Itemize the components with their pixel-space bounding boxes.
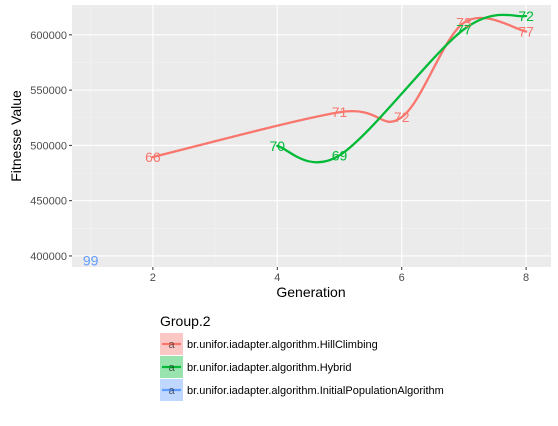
point-label: 77 <box>518 24 534 40</box>
series-lines <box>151 13 528 164</box>
legend-item: a br.unifor.iadapter.algorithm.Hybrid <box>160 356 351 378</box>
y-tick-label: 400000 <box>30 251 67 263</box>
x-axis: 2 4 6 8 <box>150 267 529 284</box>
point-label: 72 <box>518 8 534 24</box>
point-label: 72 <box>394 109 410 125</box>
point-label: 99 <box>83 252 99 268</box>
legend-item: a br.unifor.iadapter.algorithm.HillClimbi… <box>160 333 378 355</box>
y-axis-title: Fitnesse Value <box>8 90 24 182</box>
series-line-1 <box>151 16 528 159</box>
legend-items: a br.unifor.iadapter.algorithm.HillClimbi… <box>160 333 444 401</box>
y-tick-label: 550000 <box>30 85 67 97</box>
y-tick-label: 500000 <box>30 140 67 152</box>
legend: Group.2 a br.unifor.iadapter.algorithm.Hi… <box>160 313 444 401</box>
plot-panel <box>72 5 551 267</box>
point-label: 66 <box>145 149 161 165</box>
point-label: 73 <box>456 15 472 31</box>
legend-label: br.unifor.iadapter.algorithm.InitialPopu… <box>187 385 444 397</box>
legend-label: br.unifor.iadapter.algorithm.Hybrid <box>187 362 351 374</box>
y-axis: 400000 450000 500000 550000 600000 <box>30 30 72 263</box>
legend-key-glyph: a <box>168 339 175 351</box>
point-label: 71 <box>332 104 348 120</box>
legend-key-glyph: a <box>168 362 175 374</box>
legend-key-glyph: a <box>168 385 175 397</box>
x-tick-label: 6 <box>399 272 405 284</box>
point-label: 77 <box>456 21 472 37</box>
point-label: 70 <box>269 138 285 154</box>
grid-major <box>72 5 551 267</box>
legend-label: br.unifor.iadapter.algorithm.HillClimbin… <box>187 339 378 351</box>
x-axis-title: Generation <box>276 284 345 300</box>
y-tick-label: 600000 <box>30 30 67 42</box>
legend-item: a br.unifor.iadapter.algorithm.InitialPop… <box>160 379 444 401</box>
series-line-2 <box>276 13 528 164</box>
x-tick-label: 8 <box>523 272 529 284</box>
legend-title: Group.2 <box>160 313 211 329</box>
x-tick-label: 4 <box>274 272 280 284</box>
y-tick-label: 450000 <box>30 196 67 208</box>
point-label: 69 <box>332 147 348 163</box>
x-tick-label: 2 <box>150 272 156 284</box>
